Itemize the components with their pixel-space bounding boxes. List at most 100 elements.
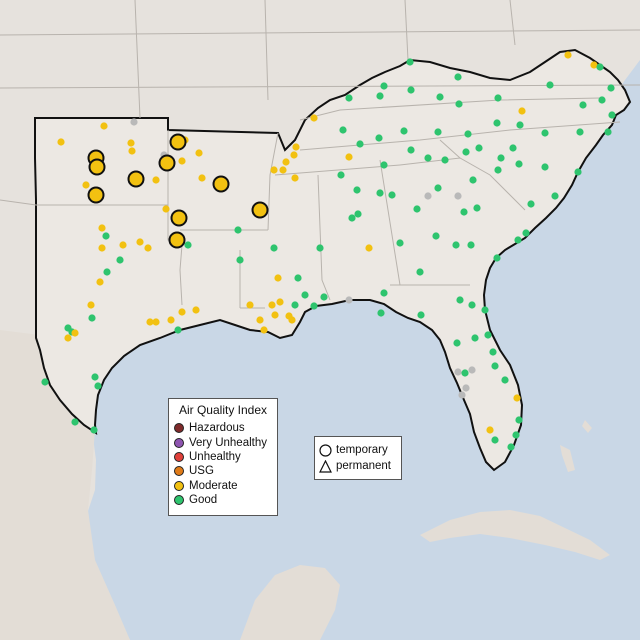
good-monitor-dot[interactable] [407, 86, 415, 94]
no-data-monitor-dot[interactable] [424, 192, 432, 200]
good-monitor-dot[interactable] [522, 229, 530, 237]
good-monitor-dot[interactable] [400, 127, 408, 135]
good-monitor-dot[interactable] [354, 210, 362, 218]
good-monitor-dot[interactable] [515, 160, 523, 168]
good-monitor-dot[interactable] [576, 128, 584, 136]
good-monitor-dot[interactable] [493, 119, 501, 127]
moderate-monitor-dot[interactable] [270, 166, 278, 174]
good-monitor-dot[interactable] [541, 163, 549, 171]
moderate-temporary-monitor-marker[interactable] [88, 158, 106, 176]
moderate-monitor-dot[interactable] [87, 301, 95, 309]
good-monitor-dot[interactable] [388, 191, 396, 199]
good-monitor-dot[interactable] [424, 154, 432, 162]
good-monitor-dot[interactable] [406, 58, 414, 66]
good-monitor-dot[interactable] [71, 418, 79, 426]
moderate-monitor-dot[interactable] [152, 176, 160, 184]
good-monitor-dot[interactable] [579, 101, 587, 109]
good-monitor-dot[interactable] [596, 63, 604, 71]
good-monitor-dot[interactable] [348, 214, 356, 222]
good-monitor-dot[interactable] [541, 129, 549, 137]
moderate-monitor-dot[interactable] [291, 174, 299, 182]
good-monitor-dot[interactable] [441, 156, 449, 164]
moderate-monitor-dot[interactable] [178, 157, 186, 165]
no-data-monitor-dot[interactable] [454, 192, 462, 200]
good-monitor-dot[interactable] [301, 291, 309, 299]
good-monitor-dot[interactable] [376, 92, 384, 100]
good-monitor-dot[interactable] [310, 302, 318, 310]
good-monitor-dot[interactable] [460, 208, 468, 216]
good-monitor-dot[interactable] [103, 268, 111, 276]
moderate-monitor-dot[interactable] [192, 306, 200, 314]
good-monitor-dot[interactable] [456, 296, 464, 304]
moderate-monitor-dot[interactable] [146, 318, 154, 326]
moderate-temporary-monitor-marker[interactable] [168, 231, 186, 249]
good-monitor-dot[interactable] [475, 144, 483, 152]
good-monitor-dot[interactable] [234, 226, 242, 234]
moderate-temporary-monitor-marker[interactable] [127, 170, 145, 188]
good-monitor-dot[interactable] [413, 205, 421, 213]
good-monitor-dot[interactable] [434, 184, 442, 192]
moderate-monitor-dot[interactable] [198, 174, 206, 182]
good-monitor-dot[interactable] [527, 200, 535, 208]
moderate-monitor-dot[interactable] [128, 147, 136, 155]
good-monitor-dot[interactable] [339, 126, 347, 134]
moderate-monitor-dot[interactable] [486, 426, 494, 434]
moderate-monitor-dot[interactable] [98, 244, 106, 252]
no-data-monitor-dot[interactable] [345, 296, 353, 304]
moderate-monitor-dot[interactable] [290, 151, 298, 159]
moderate-monitor-dot[interactable] [288, 316, 296, 324]
moderate-temporary-monitor-marker[interactable] [169, 133, 187, 151]
good-monitor-dot[interactable] [416, 268, 424, 276]
good-monitor-dot[interactable] [551, 192, 559, 200]
moderate-temporary-monitor-marker[interactable] [251, 201, 269, 219]
good-monitor-dot[interactable] [91, 373, 99, 381]
good-monitor-dot[interactable] [515, 416, 523, 424]
good-monitor-dot[interactable] [453, 339, 461, 347]
good-monitor-dot[interactable] [356, 140, 364, 148]
good-monitor-dot[interactable] [291, 301, 299, 309]
moderate-monitor-dot[interactable] [57, 138, 65, 146]
good-monitor-dot[interactable] [320, 293, 328, 301]
good-monitor-dot[interactable] [489, 348, 497, 356]
good-monitor-dot[interactable] [514, 236, 522, 244]
good-monitor-dot[interactable] [417, 311, 425, 319]
moderate-monitor-dot[interactable] [310, 114, 318, 122]
good-monitor-dot[interactable] [436, 93, 444, 101]
good-monitor-dot[interactable] [377, 309, 385, 317]
good-monitor-dot[interactable] [353, 186, 361, 194]
good-monitor-dot[interactable] [432, 232, 440, 240]
good-monitor-dot[interactable] [380, 289, 388, 297]
moderate-monitor-dot[interactable] [127, 139, 135, 147]
good-monitor-dot[interactable] [469, 176, 477, 184]
moderate-monitor-dot[interactable] [260, 326, 268, 334]
no-data-monitor-dot[interactable] [468, 366, 476, 374]
good-monitor-dot[interactable] [454, 73, 462, 81]
good-monitor-dot[interactable] [574, 168, 582, 176]
moderate-monitor-dot[interactable] [282, 158, 290, 166]
no-data-monitor-dot[interactable] [462, 384, 470, 392]
moderate-monitor-dot[interactable] [100, 122, 108, 130]
moderate-monitor-dot[interactable] [98, 224, 106, 232]
moderate-temporary-monitor-marker[interactable] [158, 154, 176, 172]
good-monitor-dot[interactable] [90, 426, 98, 434]
good-monitor-dot[interactable] [598, 96, 606, 104]
moderate-monitor-dot[interactable] [178, 308, 186, 316]
moderate-monitor-dot[interactable] [279, 166, 287, 174]
good-monitor-dot[interactable] [546, 81, 554, 89]
good-monitor-dot[interactable] [375, 134, 383, 142]
moderate-temporary-monitor-marker[interactable] [170, 209, 188, 227]
good-monitor-dot[interactable] [396, 239, 404, 247]
moderate-monitor-dot[interactable] [256, 316, 264, 324]
no-data-monitor-dot[interactable] [130, 118, 138, 126]
moderate-monitor-dot[interactable] [518, 107, 526, 115]
good-monitor-dot[interactable] [494, 94, 502, 102]
good-monitor-dot[interactable] [493, 254, 501, 262]
no-data-monitor-dot[interactable] [454, 368, 462, 376]
good-monitor-dot[interactable] [407, 146, 415, 154]
good-monitor-dot[interactable] [608, 111, 616, 119]
moderate-monitor-dot[interactable] [136, 238, 144, 246]
good-monitor-dot[interactable] [509, 144, 517, 152]
good-monitor-dot[interactable] [516, 121, 524, 129]
good-monitor-dot[interactable] [497, 154, 505, 162]
good-monitor-dot[interactable] [434, 128, 442, 136]
